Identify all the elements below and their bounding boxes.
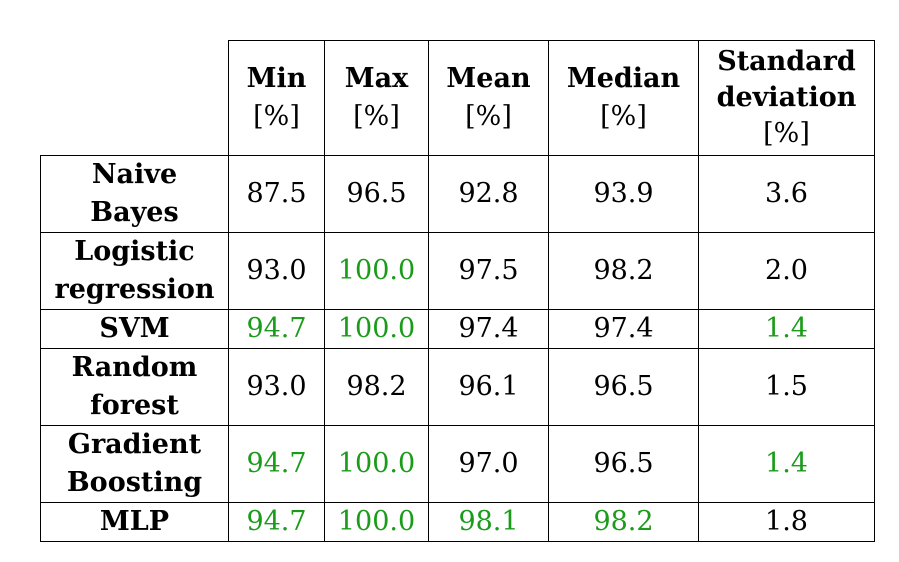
cell-median: 96.5 xyxy=(548,425,699,503)
row-label: Gradient Boosting xyxy=(40,425,229,503)
row-label-line2: forest xyxy=(90,390,179,421)
row-label: SVM xyxy=(40,309,229,349)
table-row: Naive Bayes 87.5 96.5 92.8 93.9 3.6 xyxy=(40,155,875,233)
header-min-unit: [%] xyxy=(253,101,300,132)
row-label: Logistic regression xyxy=(40,232,229,310)
row-label-line1: MLP xyxy=(99,506,170,537)
cell-max: 100.0 xyxy=(324,232,429,310)
cell-std: 1.5 xyxy=(698,348,875,426)
header-min: Min [%] xyxy=(228,40,325,156)
header-std: Standard deviation [%] xyxy=(698,40,875,156)
row-label-line1: Naive xyxy=(91,159,178,190)
table-row: Logistic regression 93.0 100.0 97.5 98.2… xyxy=(40,232,875,310)
table-row: Random forest 93.0 98.2 96.1 96.5 1.5 xyxy=(40,348,875,426)
corner-cell xyxy=(40,40,229,156)
cell-std: 1.4 xyxy=(698,425,875,503)
cell-std: 1.8 xyxy=(698,502,875,542)
cell-max: 100.0 xyxy=(324,309,429,349)
cell-min: 93.0 xyxy=(228,232,325,310)
cell-median: 93.9 xyxy=(548,155,699,233)
cell-mean: 92.8 xyxy=(428,155,549,233)
cell-max: 96.5 xyxy=(324,155,429,233)
cell-median: 96.5 xyxy=(548,348,699,426)
table-row: SVM 94.7 100.0 97.4 97.4 1.4 xyxy=(40,309,875,349)
results-table: Min [%] Max [%] Mean [%] Median [%] Stan… xyxy=(40,40,875,542)
row-label: Naive Bayes xyxy=(40,155,229,233)
header-median: Median [%] xyxy=(548,40,699,156)
cell-mean: 97.4 xyxy=(428,309,549,349)
cell-std: 1.4 xyxy=(698,309,875,349)
cell-mean: 96.1 xyxy=(428,348,549,426)
header-row: Min [%] Max [%] Mean [%] Median [%] Stan… xyxy=(40,40,875,156)
table-row: Gradient Boosting 94.7 100.0 97.0 96.5 1… xyxy=(40,425,875,503)
cell-min: 93.0 xyxy=(228,348,325,426)
cell-min: 94.7 xyxy=(228,502,325,542)
cell-std: 2.0 xyxy=(698,232,875,310)
header-std-label-2: deviation xyxy=(716,82,857,113)
cell-median: 97.4 xyxy=(548,309,699,349)
header-mean: Mean [%] xyxy=(428,40,549,156)
cell-mean: 97.0 xyxy=(428,425,549,503)
header-max: Max [%] xyxy=(324,40,429,156)
table-row: MLP 94.7 100.0 98.1 98.2 1.8 xyxy=(40,502,875,542)
cell-max: 100.0 xyxy=(324,425,429,503)
cell-mean: 98.1 xyxy=(428,502,549,542)
cell-max: 98.2 xyxy=(324,348,429,426)
cell-median: 98.2 xyxy=(548,232,699,310)
cell-std: 3.6 xyxy=(698,155,875,233)
row-label: Random forest xyxy=(40,348,229,426)
row-label: MLP xyxy=(40,502,229,542)
row-label-line2: Boosting xyxy=(66,467,203,498)
cell-median: 98.2 xyxy=(548,502,699,542)
header-median-unit: [%] xyxy=(600,101,647,132)
header-median-label: Median xyxy=(566,63,681,94)
header-std-label-1: Standard xyxy=(717,46,856,77)
row-label-line1: Gradient xyxy=(67,429,202,460)
header-mean-unit: [%] xyxy=(465,101,512,132)
cell-min: 94.7 xyxy=(228,425,325,503)
cell-min: 94.7 xyxy=(228,309,325,349)
row-label-line1: Logistic xyxy=(74,236,195,267)
row-label-line2: Bayes xyxy=(90,197,179,228)
cell-min: 87.5 xyxy=(228,155,325,233)
row-label-line2: regression xyxy=(54,274,215,305)
row-label-line1: Random xyxy=(71,352,198,383)
cell-mean: 97.5 xyxy=(428,232,549,310)
row-label-line1: SVM xyxy=(99,313,170,344)
header-max-label: Max xyxy=(344,63,409,94)
header-max-unit: [%] xyxy=(353,101,400,132)
header-std-unit: [%] xyxy=(763,118,810,149)
header-mean-label: Mean xyxy=(446,63,531,94)
cell-max: 100.0 xyxy=(324,502,429,542)
header-min-label: Min xyxy=(246,63,307,94)
